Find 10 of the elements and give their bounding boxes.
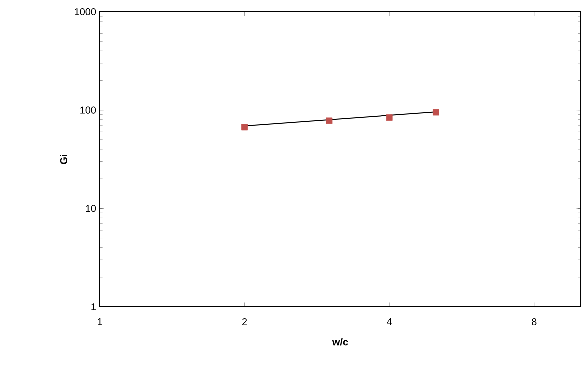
- x-tick-label: 4: [387, 318, 392, 326]
- y-tick-label: 1000: [75, 8, 96, 16]
- x-axis-title: w/c: [332, 338, 348, 346]
- y-axis-title: Gi: [60, 154, 68, 164]
- x-tick-label: 8: [532, 318, 537, 326]
- x-tick-label: 2: [242, 318, 248, 326]
- x-tick-label: 1: [98, 318, 102, 326]
- y-tick-label: 100: [80, 106, 96, 114]
- y-tick-label: 1: [92, 304, 96, 310]
- y-tick-label: 10: [86, 205, 96, 212]
